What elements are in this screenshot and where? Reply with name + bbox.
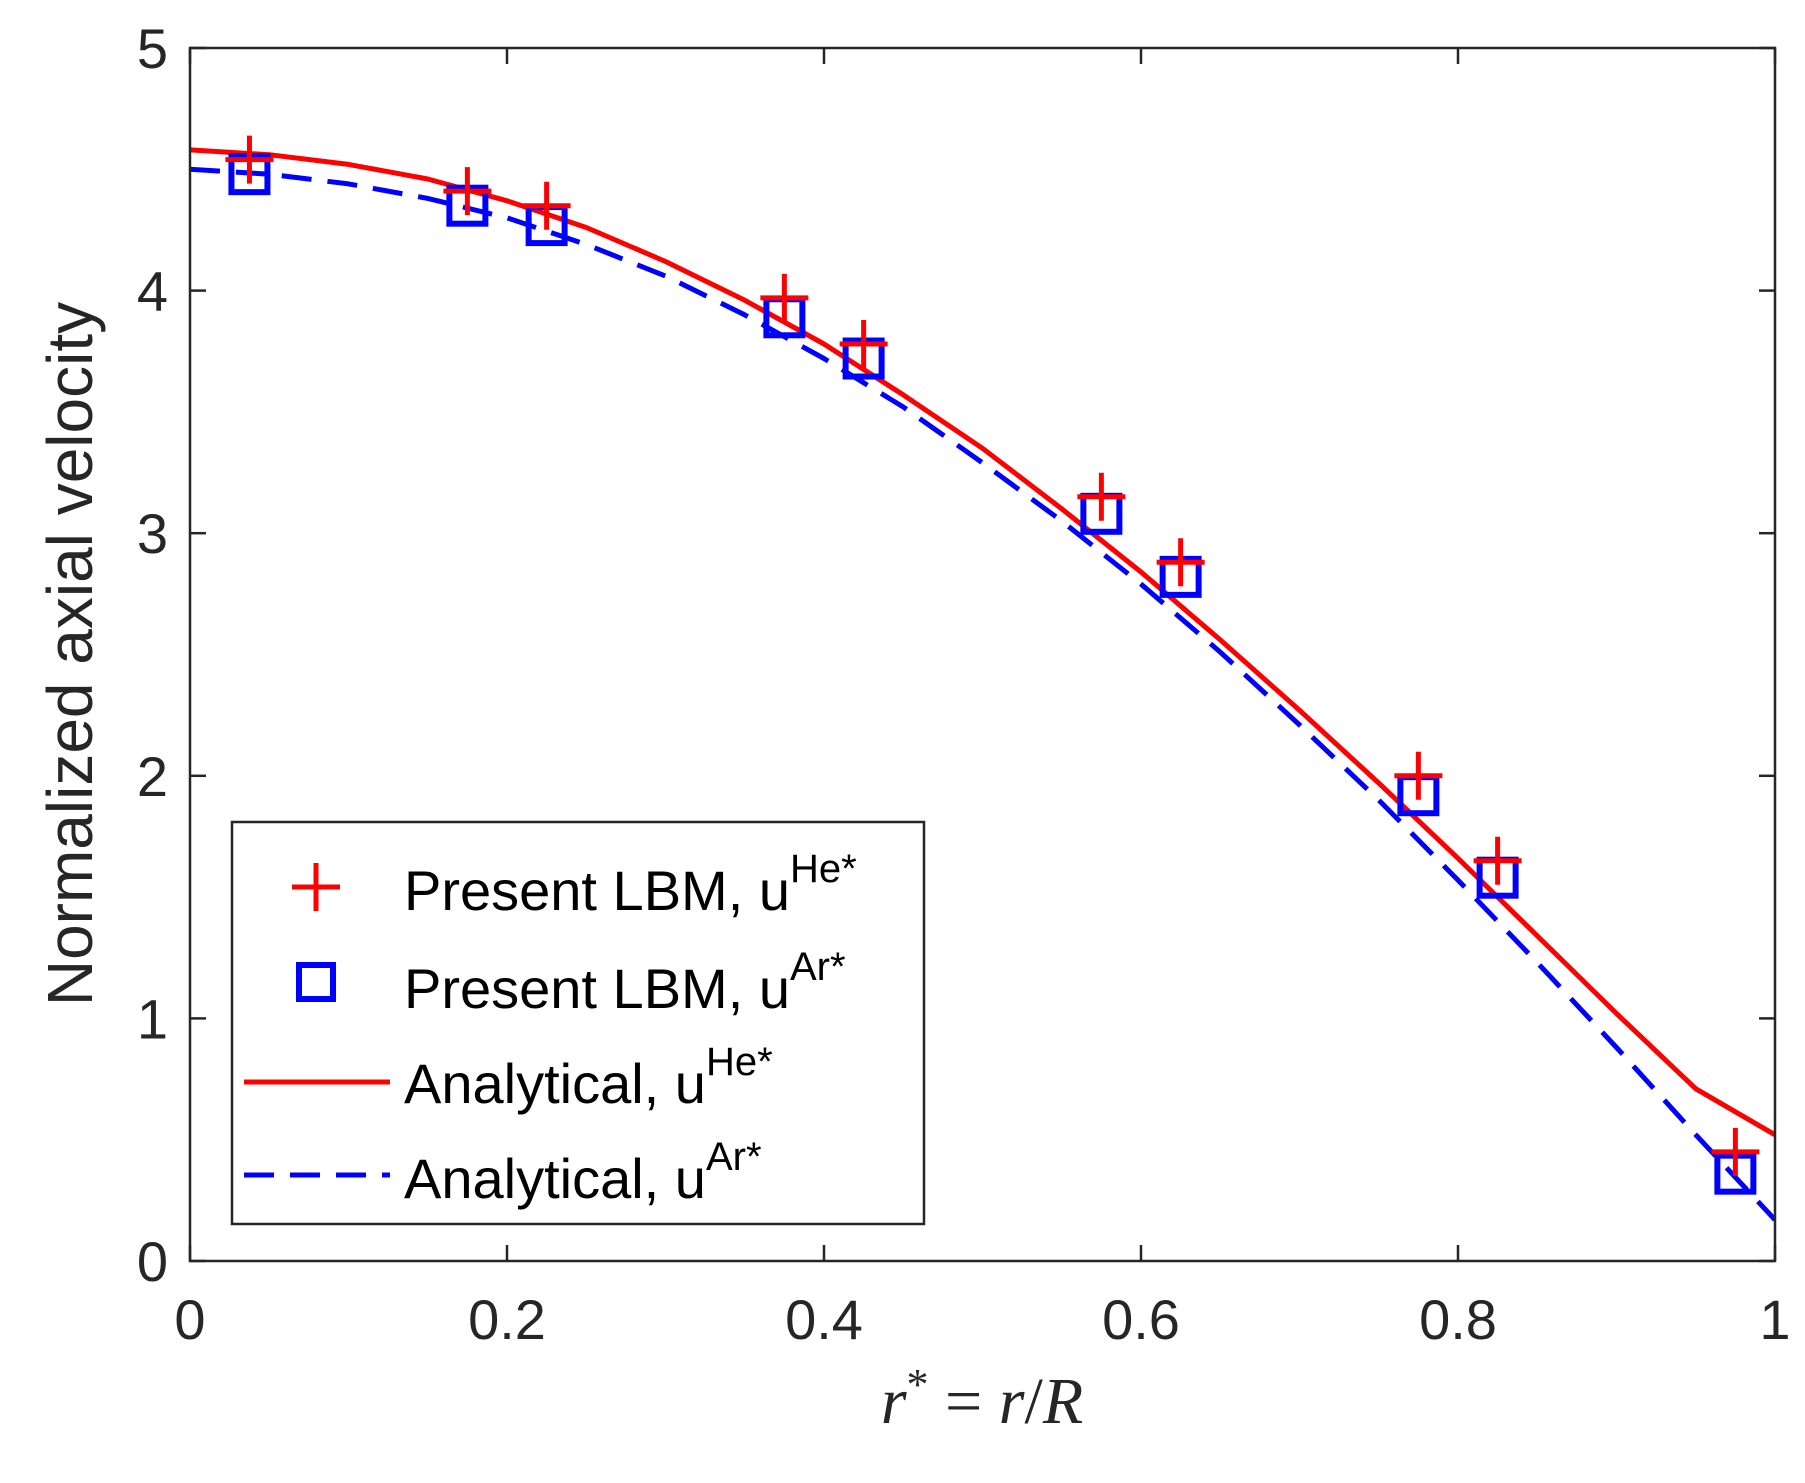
x-tick-label: 0 (174, 1288, 205, 1351)
lbm-he-point (1473, 836, 1522, 885)
y-tick-label: 4 (137, 260, 168, 323)
y-axis-title: Normalized axial velocity (34, 302, 106, 1006)
lbm-he-point (225, 135, 274, 184)
lbm-he-point (1394, 751, 1443, 800)
legend-plus-marker (292, 863, 340, 911)
axis-ticks (188, 46, 1777, 1263)
x-tick-label: 1 (1759, 1288, 1790, 1351)
legend-label-lbm-ar: Present LBM, uAr* (404, 945, 846, 1020)
x-tick-label: 0.6 (1102, 1288, 1180, 1351)
legend-symbol-lbm-ar (296, 962, 336, 1002)
legend: Present LBM, uHe* Present LBM, uAr* Anal… (230, 820, 926, 1226)
axes-box (188, 46, 1777, 1263)
lbm-he-point (760, 273, 809, 322)
x-tick-label: 0.8 (1419, 1288, 1497, 1351)
analytical-ar-line (190, 166, 1775, 1222)
axis-tick-labels: 0 0.2 0.4 0.6 0.8 1 0 1 2 3 4 5 (137, 17, 1791, 1351)
y-tick-label: 0 (137, 1230, 168, 1293)
lbm-he-point (839, 319, 888, 368)
x-tick-label: 0.2 (468, 1288, 546, 1351)
legend-label-lbm-he: Present LBM, uHe* (404, 847, 857, 922)
y-tick-label: 1 (137, 987, 168, 1050)
y-tick-label: 5 (137, 17, 168, 80)
plot-area (190, 135, 1775, 1222)
lbm-he-point (443, 167, 492, 216)
x-axis-title: r* = r/R (881, 1360, 1083, 1438)
y-tick-label: 3 (137, 502, 168, 565)
legend-square-marker (296, 962, 336, 1002)
lbm-he-point (1711, 1127, 1760, 1176)
legend-box (230, 820, 926, 1226)
lbm-he-point (1156, 538, 1205, 587)
x-tick-label: 0.4 (785, 1288, 863, 1351)
legend-symbol-lbm-he (292, 863, 340, 911)
legend-label-analytical-he: Analytical, uHe* (404, 1040, 773, 1115)
lbm-he-point (522, 181, 571, 230)
y-tick-label: 2 (137, 745, 168, 808)
lbm-he-point (1077, 472, 1126, 521)
legend-label-analytical-ar: Analytical, uAr* (404, 1135, 762, 1210)
